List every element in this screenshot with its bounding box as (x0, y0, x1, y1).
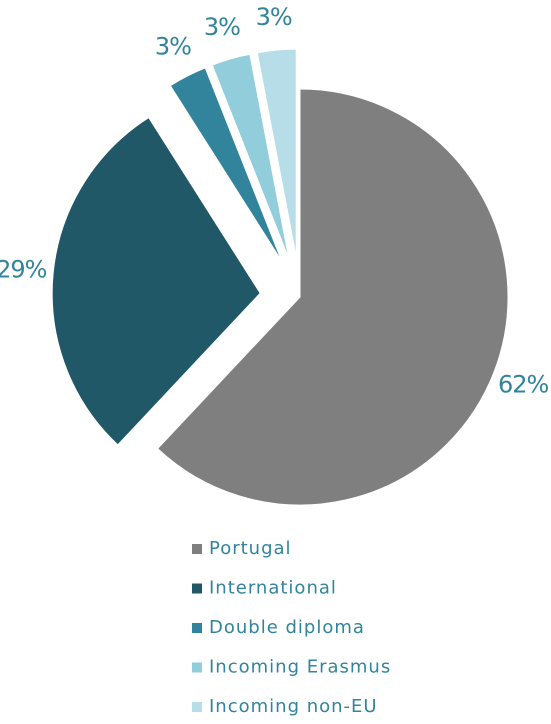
legend-swatch (192, 662, 202, 673)
legend-label: Portugal (209, 538, 292, 559)
data-label: 62% (498, 370, 549, 398)
legend-label: Incoming Erasmus (209, 657, 391, 678)
data-label: 3% (155, 33, 191, 61)
pie-slice (256, 48, 297, 258)
legend-label: Incoming non-EU (209, 696, 378, 717)
legend-swatch (192, 583, 202, 594)
legend-swatch (192, 702, 202, 712)
pie-slice (51, 116, 261, 446)
legend-label: International (209, 578, 337, 599)
legend-swatch (192, 623, 202, 633)
legend-swatch (192, 544, 202, 554)
legend-label: Double diploma (209, 617, 365, 638)
pie-slice (169, 67, 283, 262)
data-label: 29% (0, 256, 47, 284)
data-label: 3% (204, 13, 240, 41)
data-label: 3% (256, 3, 292, 31)
pie-slice (156, 88, 509, 506)
pie-slice (211, 53, 290, 259)
